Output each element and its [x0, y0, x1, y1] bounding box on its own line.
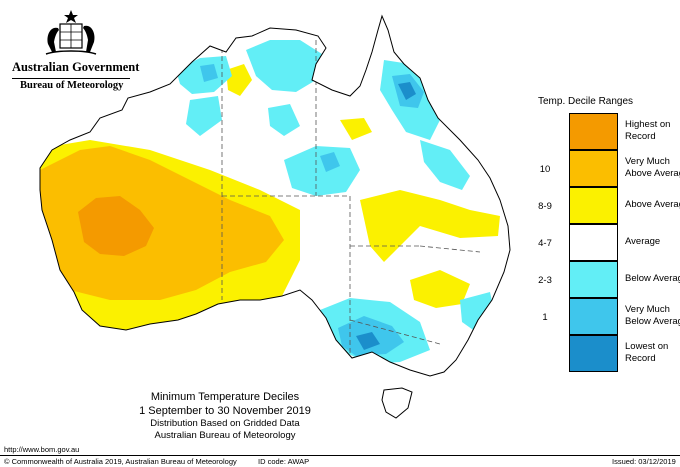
- tasmania-island: [381, 387, 413, 419]
- legend-range: 4-7: [538, 238, 552, 249]
- below-average-region-kimberley: [186, 96, 222, 136]
- coat-of-arms-emblem: [45, 10, 97, 55]
- very-much-below-region-central: [320, 152, 340, 172]
- lowest-on-record-region-qld: [398, 82, 416, 100]
- australia-coastline: [39, 14, 511, 377]
- legend-item: 4-7 Average: [528, 224, 678, 262]
- very-much-above-region: [40, 146, 284, 300]
- legend-label: Average: [625, 236, 661, 247]
- legend-swatch: [569, 150, 618, 187]
- legend-range: 1: [542, 312, 548, 323]
- legend-item: 8-9 Above Average: [528, 187, 680, 225]
- id-code-text: ID code: AWAP: [258, 457, 310, 466]
- legend-swatch: [569, 261, 618, 298]
- legend-swatch: [569, 224, 618, 261]
- legend-item: Highest on Record: [528, 113, 678, 151]
- map-period: 1 September to 30 November 2019: [139, 405, 311, 417]
- legend-range: 2-3: [538, 275, 552, 286]
- legend-range: 10: [539, 164, 551, 175]
- legend-title: Temp. Decile Ranges: [538, 96, 634, 107]
- map-title: Minimum Temperature Deciles: [150, 391, 300, 403]
- legend-label: Below Average: [625, 273, 680, 284]
- legend-item: Lowest on Record: [528, 335, 678, 373]
- map-title-block: Minimum Temperature Deciles 1 September …: [115, 390, 335, 441]
- footer-divider: [0, 455, 680, 456]
- legend-label: Above Average: [625, 199, 680, 210]
- highest-on-record-region: [78, 196, 154, 256]
- above-average-region-gulf: [340, 118, 372, 140]
- above-average-region-north: [226, 64, 252, 96]
- map-source: Australian Bureau of Meteorology: [154, 429, 296, 441]
- agency-title: Bureau of Meteorology: [20, 80, 124, 91]
- above-average-region-nsw: [410, 270, 470, 308]
- below-average-region-central: [284, 146, 360, 196]
- below-average-region-nt: [268, 104, 300, 136]
- bom-url-link[interactable]: http://www.bom.gov.au: [4, 445, 80, 454]
- legend-item: 2-3 Below Average: [528, 261, 680, 299]
- below-average-region-topend: [246, 40, 322, 92]
- issued-date-text: Issued: 03/12/2019: [612, 457, 676, 466]
- above-average-region-qld: [360, 190, 500, 262]
- legend-swatch: [569, 298, 618, 335]
- legend-label: Highest on Record: [625, 119, 671, 142]
- lowest-on-record-region-vic: [356, 332, 380, 350]
- legend-swatch: [569, 113, 618, 150]
- legend-swatch: [569, 187, 618, 224]
- copyright-text: © Commonwealth of Australia 2019, Austra…: [4, 457, 237, 466]
- below-average-region-east: [420, 140, 470, 190]
- legend-range: 8-9: [538, 201, 552, 212]
- very-much-below-region-topend: [200, 64, 218, 82]
- map-method: Distribution Based on Gridded Data: [150, 418, 300, 429]
- legend-swatch: [569, 335, 618, 372]
- government-title: Australian Government: [12, 60, 139, 79]
- legend-label: Lowest on Record: [625, 341, 669, 364]
